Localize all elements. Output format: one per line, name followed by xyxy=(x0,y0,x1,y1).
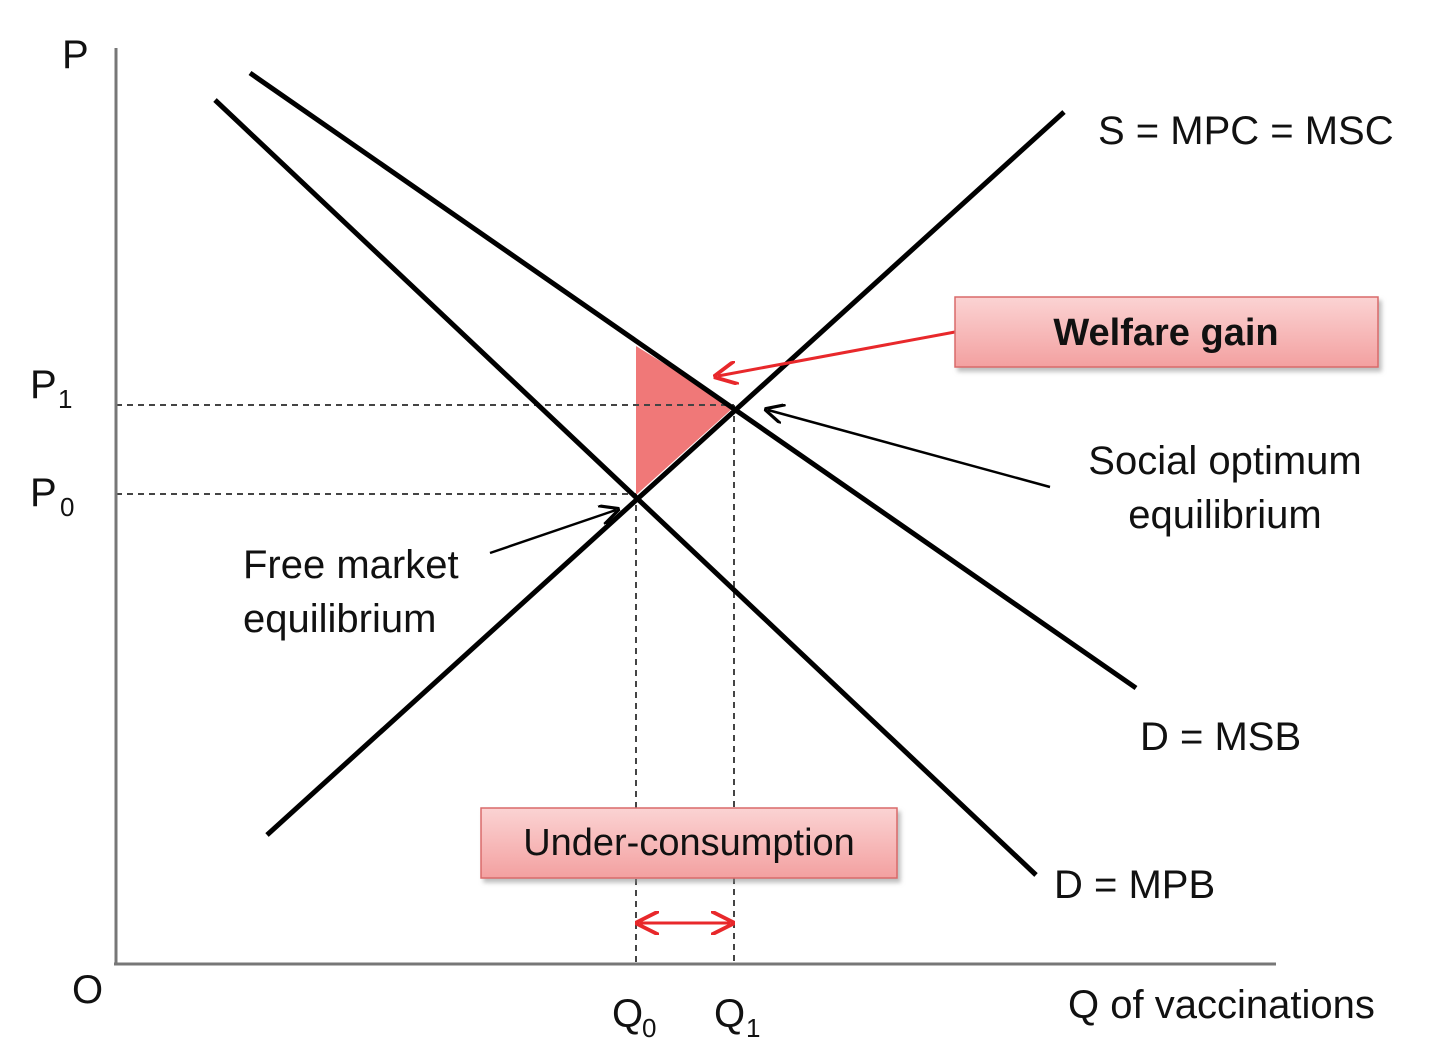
mpb-label: D = MPB xyxy=(1054,863,1215,907)
p0-label: P 0 xyxy=(30,471,74,522)
welfare-gain-box: Welfare gain xyxy=(954,296,1379,368)
mpb-curve xyxy=(213,98,1038,877)
svg-text:Q: Q xyxy=(714,992,745,1036)
p1-label: P 1 xyxy=(30,363,72,414)
svg-text:Q: Q xyxy=(612,992,643,1036)
svg-text:1: 1 xyxy=(746,1013,760,1043)
welfare-gain-text: Welfare gain xyxy=(1053,312,1278,354)
msb-label: D = MSB xyxy=(1140,715,1301,759)
under-consumption-box: Under-consumption xyxy=(480,807,898,879)
under-consumption-text: Under-consumption xyxy=(523,822,855,864)
social-optimum-label-line1: Social optimum xyxy=(1088,439,1361,483)
y-axis-label: P xyxy=(62,33,89,77)
msb-curve xyxy=(248,70,1138,691)
q1-label: Q 1 xyxy=(714,992,760,1043)
svg-text:0: 0 xyxy=(642,1013,656,1043)
supply-label: S = MPC = MSC xyxy=(1098,109,1394,153)
free-market-arrow xyxy=(489,510,616,555)
svg-text:1: 1 xyxy=(58,384,72,414)
svg-text:P: P xyxy=(30,363,57,407)
social-optimum-label-line2: equilibrium xyxy=(1128,493,1321,537)
q0-label: Q 0 xyxy=(612,992,656,1043)
origin-label: O xyxy=(72,968,103,1012)
svg-text:P: P xyxy=(30,471,57,515)
free-market-label-line1: Free market xyxy=(243,543,459,587)
welfare-gain-arrow xyxy=(718,330,956,376)
svg-text:0: 0 xyxy=(60,492,74,522)
free-market-label-line2: equilibrium xyxy=(243,597,436,641)
supply-curve xyxy=(265,110,1066,837)
welfare-gain-triangle xyxy=(636,346,734,495)
x-axis-label: Q of vaccinations xyxy=(1068,983,1375,1027)
social-optimum-arrow xyxy=(768,410,1051,489)
